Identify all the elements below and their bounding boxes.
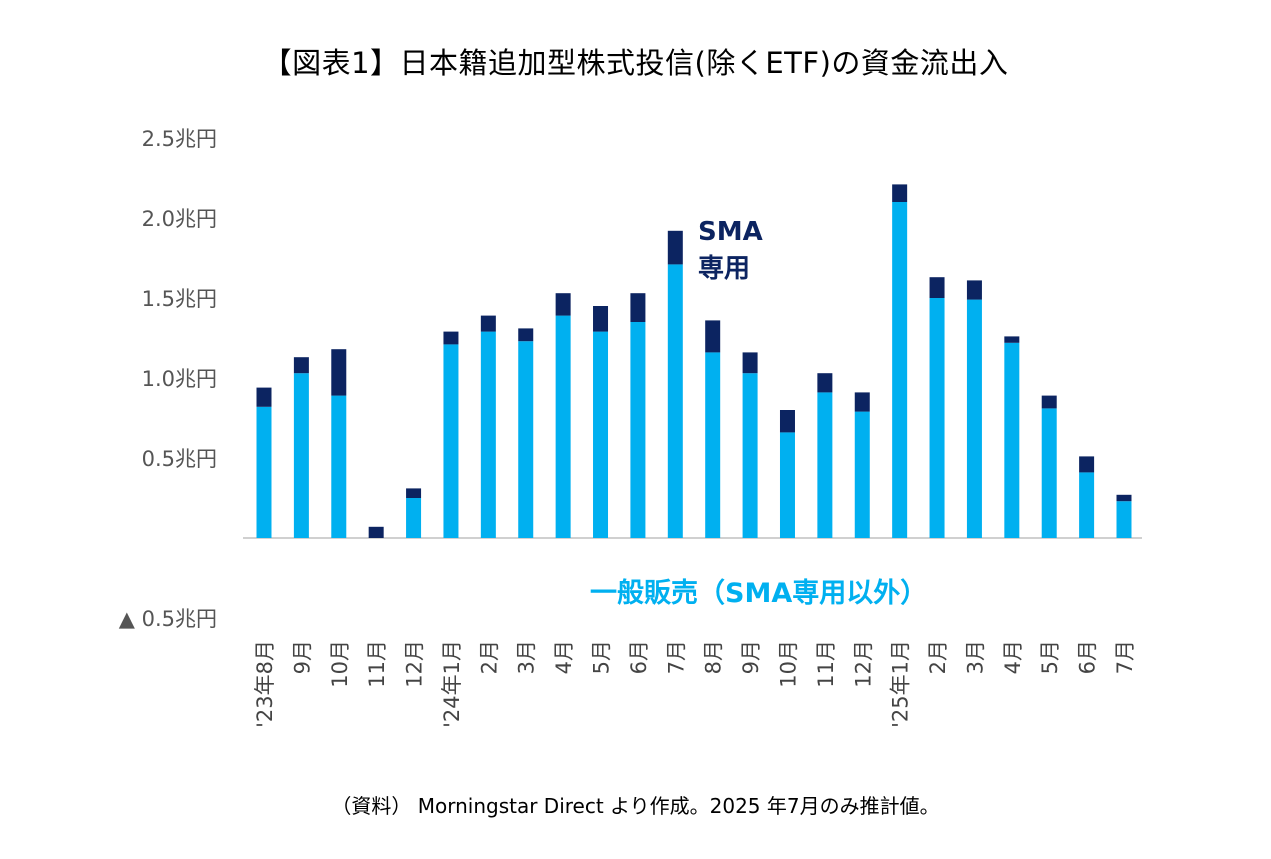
bar-segment-sma bbox=[593, 306, 609, 332]
x-tick-label: 11月 bbox=[814, 640, 838, 688]
bar-segment-sma bbox=[779, 410, 795, 433]
bar-segment-sma bbox=[293, 357, 309, 374]
bar-segment-sma bbox=[555, 293, 571, 316]
bar-segment-sma bbox=[705, 320, 721, 353]
bar-segment-sma bbox=[368, 526, 384, 538]
x-tick-label: '23年8月 bbox=[253, 640, 277, 728]
x-tick-label: 9月 bbox=[739, 640, 763, 674]
bar-segment-sma bbox=[1004, 336, 1020, 343]
x-tick-label: 4月 bbox=[552, 640, 576, 674]
x-tick-label: 2月 bbox=[926, 640, 950, 674]
bar-segment-general bbox=[1004, 342, 1020, 538]
x-tick-label: 8月 bbox=[702, 640, 726, 674]
x-tick-label: 3月 bbox=[963, 640, 987, 674]
x-tick-label: 4月 bbox=[1001, 640, 1025, 674]
bar-segment-sma bbox=[817, 373, 833, 393]
x-tick-label: 6月 bbox=[627, 640, 651, 674]
bar-segment-general bbox=[742, 373, 758, 538]
x-tick-label: 10月 bbox=[328, 640, 352, 688]
x-tick-label: 5月 bbox=[1038, 640, 1062, 674]
source-note: （資料） Morningstar Direct より作成。2025 年7月のみ推… bbox=[331, 794, 940, 818]
x-tick-label: 3月 bbox=[515, 640, 539, 674]
bar-segment-general bbox=[331, 395, 347, 538]
x-tick-label: 9月 bbox=[290, 640, 314, 674]
bar-segment-sma bbox=[518, 328, 534, 342]
x-tick-label: 10月 bbox=[776, 640, 800, 688]
bar-segment-general bbox=[406, 498, 422, 538]
y-tick-label: 2.0兆円 bbox=[142, 207, 217, 231]
bar-segment-sma bbox=[1116, 494, 1132, 502]
x-tick-label: 6月 bbox=[1076, 640, 1100, 674]
bar-segment-sma bbox=[630, 293, 646, 322]
bar-segment-general bbox=[593, 331, 609, 538]
bar-segment-general bbox=[518, 341, 534, 538]
bar-segment-sma bbox=[667, 230, 683, 265]
x-tick-label: 2月 bbox=[477, 640, 501, 674]
bar-segment-sma bbox=[256, 387, 272, 407]
sma-series-label: SMA bbox=[698, 217, 763, 247]
bar-segment-general bbox=[929, 298, 945, 538]
bar-segment-general bbox=[966, 299, 982, 538]
x-tick-label: 7月 bbox=[664, 640, 688, 674]
y-tick-label: 1.5兆円 bbox=[142, 287, 217, 311]
y-tick-label: 0.5兆円 bbox=[142, 447, 217, 471]
bar-segment-sma bbox=[742, 352, 758, 374]
bar-segment-general bbox=[779, 432, 795, 538]
bar-segment-sma bbox=[1079, 456, 1095, 473]
bar-segment-general bbox=[817, 392, 833, 538]
bar-segment-general bbox=[1079, 472, 1095, 538]
bar-segment-general bbox=[256, 406, 272, 538]
x-tick-label: 12月 bbox=[851, 640, 875, 688]
bar-segment-sma bbox=[892, 184, 908, 202]
y-tick-label: 2.5兆円 bbox=[142, 127, 217, 151]
bar-segment-sma bbox=[1041, 395, 1057, 409]
bar-segment-general bbox=[443, 344, 459, 538]
x-tick-label: 12月 bbox=[403, 640, 427, 688]
bar-segment-general bbox=[630, 322, 646, 538]
y-tick-label: ▲ 0.5兆円 bbox=[119, 607, 217, 631]
bar-segment-sma bbox=[443, 331, 459, 345]
x-tick-label: 7月 bbox=[1113, 640, 1137, 674]
x-tick-label: 5月 bbox=[590, 640, 614, 674]
general-series-label: 一般販売（SMA専用以外） bbox=[590, 577, 927, 609]
bar-segment-general bbox=[705, 352, 721, 538]
bar-segment-sma bbox=[854, 392, 870, 412]
bar-segment-sma bbox=[406, 488, 422, 498]
bar-segment-general bbox=[1116, 501, 1132, 538]
y-tick-label: 1.0兆円 bbox=[142, 367, 217, 391]
x-tick-label: 11月 bbox=[365, 640, 389, 688]
bar-segment-general bbox=[555, 315, 571, 538]
bar-segment-general bbox=[480, 331, 496, 538]
bar-segment-sma bbox=[480, 315, 496, 332]
x-tick-label: '25年1月 bbox=[889, 640, 913, 728]
chart-title: 【図表1】日本籍追加型株式投信(除くETF)の資金流出入 bbox=[262, 46, 1009, 80]
bar-segment-sma bbox=[331, 349, 347, 396]
bar-segment-general bbox=[293, 373, 309, 538]
sma-series-label: 専用 bbox=[698, 254, 750, 284]
bar-segment-general bbox=[1041, 408, 1057, 538]
bar-segment-general bbox=[667, 264, 683, 538]
bar-segment-general bbox=[854, 411, 870, 538]
x-tick-label: '24年1月 bbox=[440, 640, 464, 728]
bar-segment-sma bbox=[966, 280, 982, 300]
bar-segment-sma bbox=[929, 277, 945, 298]
bar-segment-general bbox=[892, 202, 908, 538]
